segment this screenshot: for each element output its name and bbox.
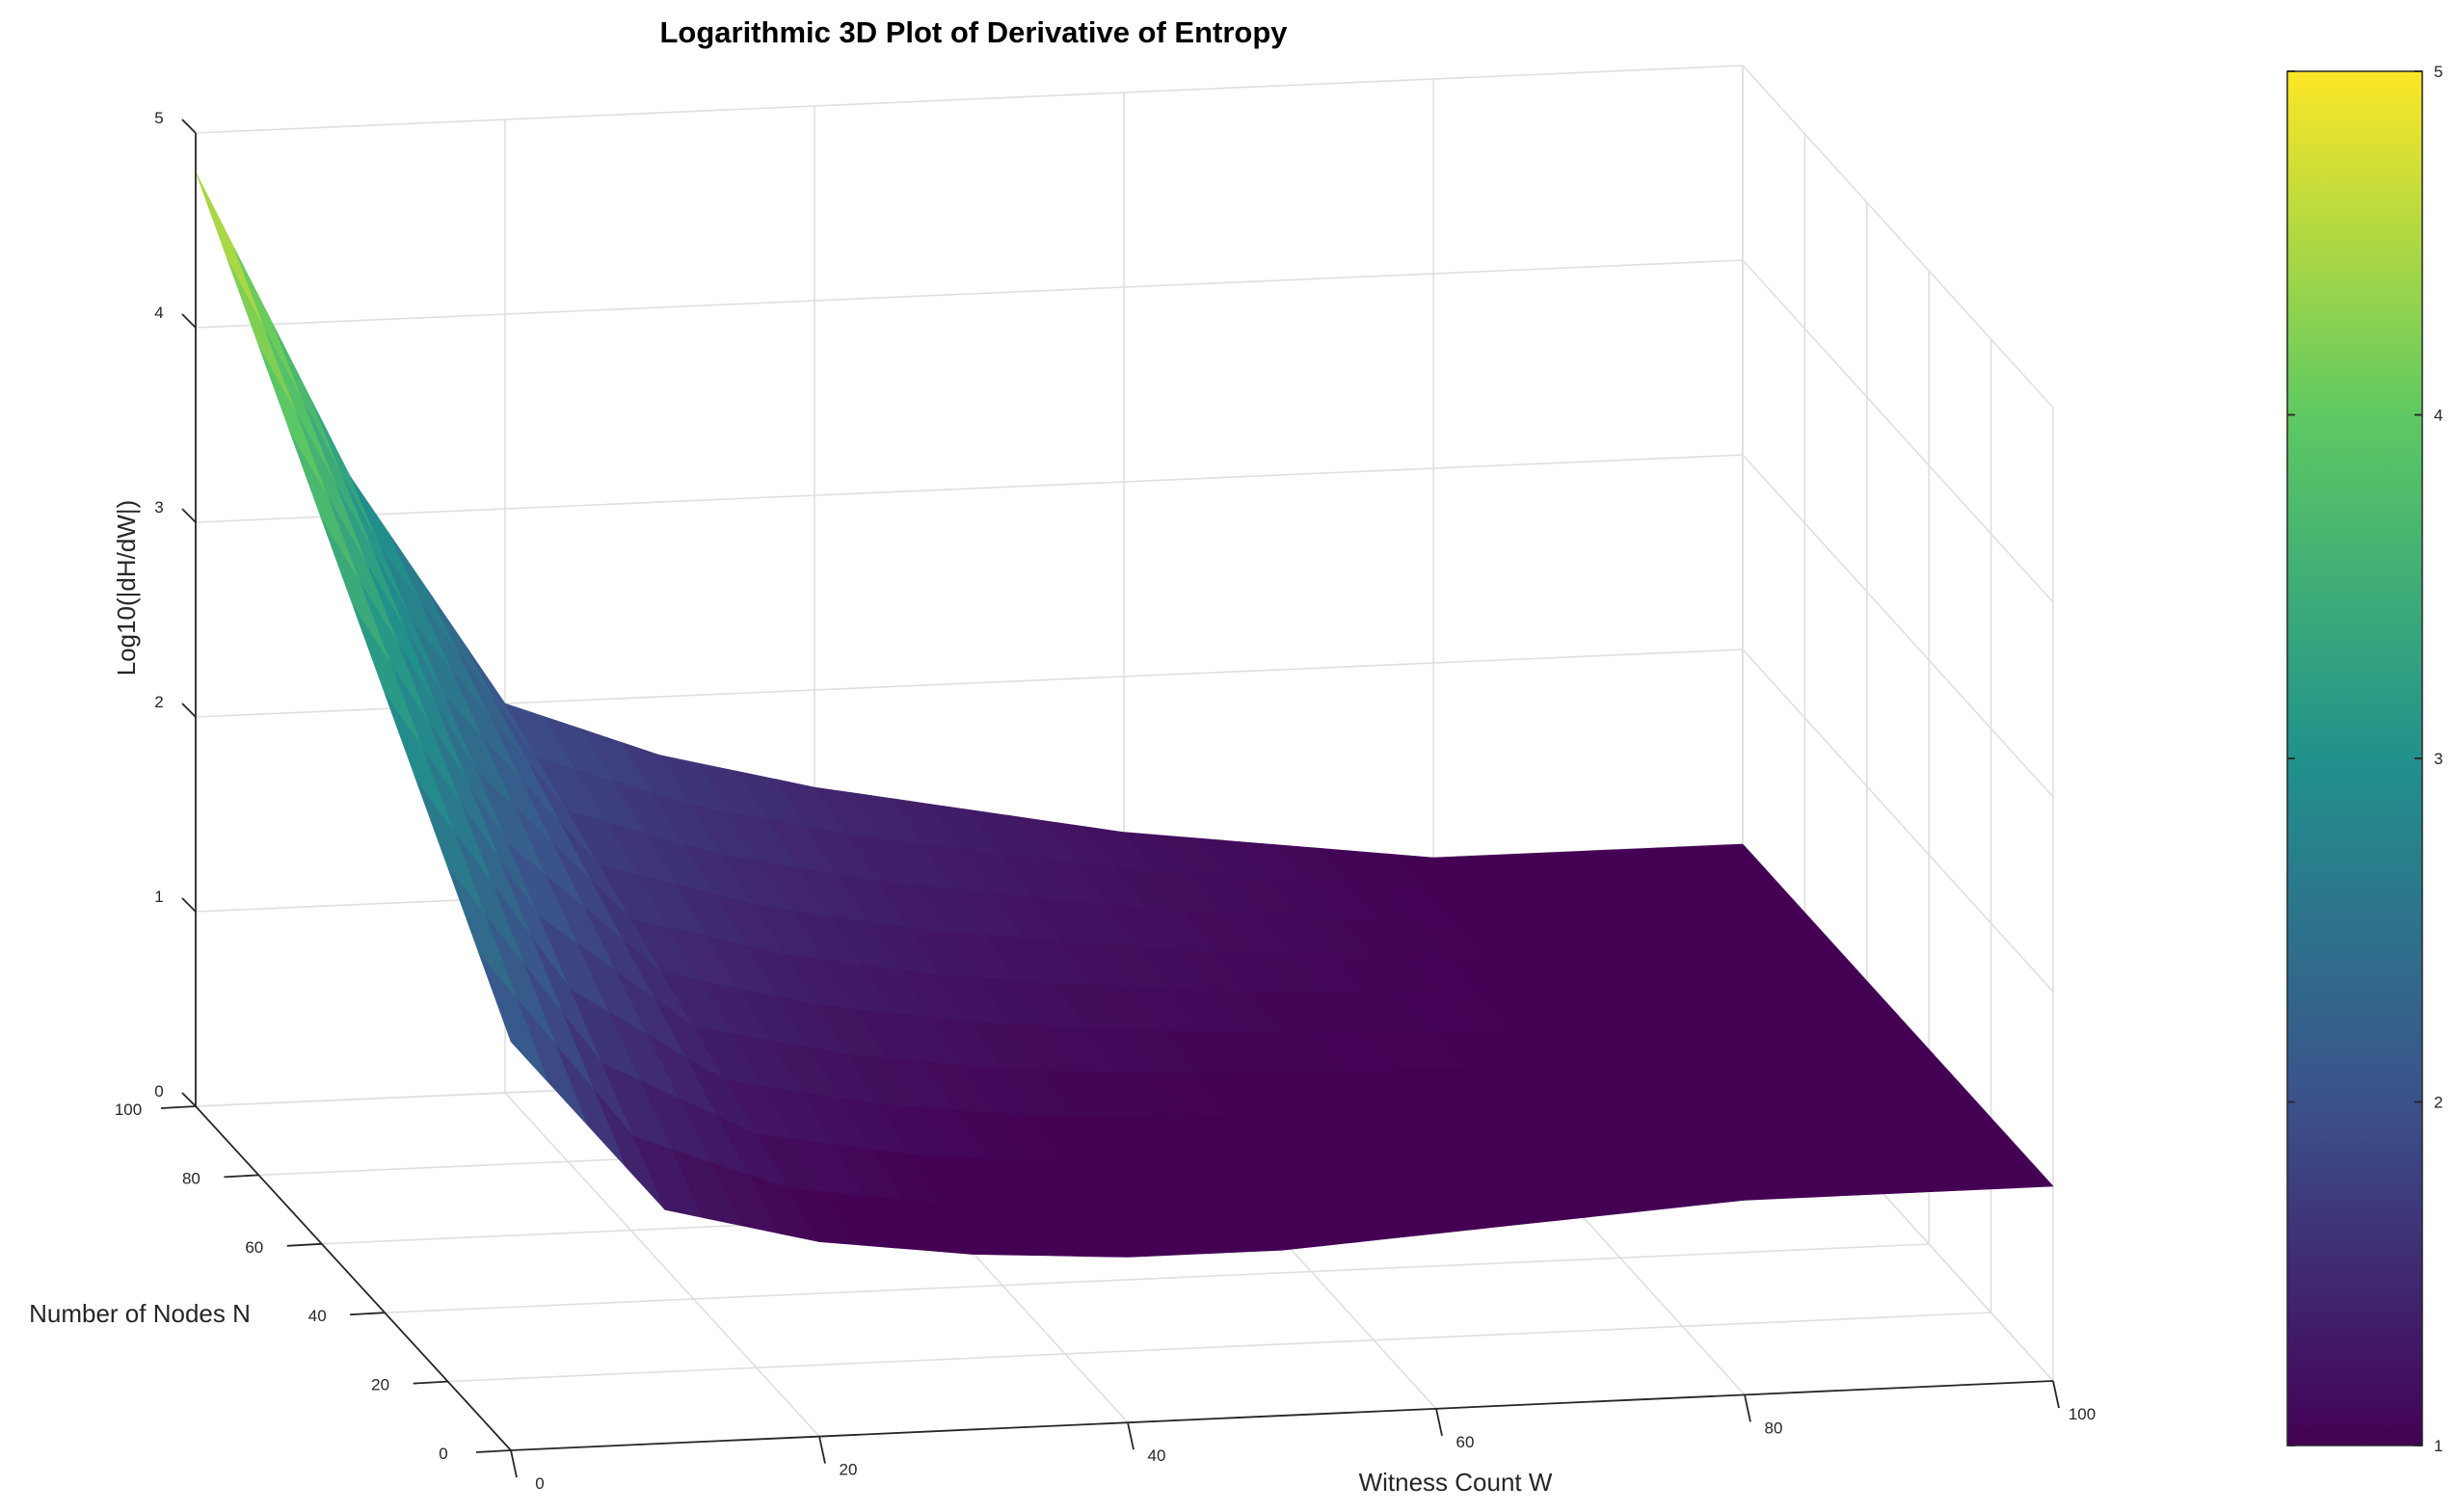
y-tick-mark bbox=[286, 1242, 322, 1247]
z-tick-label: 1 bbox=[154, 888, 163, 906]
x-tick-mark bbox=[818, 1436, 826, 1464]
y-tick-label: 80 bbox=[182, 1169, 200, 1187]
colorbar-tick-label: 1 bbox=[2434, 1437, 2443, 1455]
x-tick-label: 100 bbox=[2069, 1405, 2096, 1423]
grid-line bbox=[195, 65, 1744, 134]
z-tick-label: 5 bbox=[154, 109, 163, 127]
y-tick-label: 100 bbox=[115, 1101, 142, 1119]
y-tick-mark bbox=[475, 1449, 512, 1453]
x-tick-mark bbox=[510, 1449, 518, 1478]
colorbar-gradient bbox=[2286, 70, 2423, 1446]
z-tick-mark bbox=[181, 508, 197, 523]
x-tick-label: 0 bbox=[535, 1474, 544, 1493]
z-tick-label: 3 bbox=[154, 498, 163, 517]
grid-line bbox=[1742, 65, 2054, 409]
axes-lines bbox=[195, 133, 2054, 1451]
grid-line bbox=[504, 1092, 820, 1438]
grid-line bbox=[447, 1312, 1991, 1383]
colorbar-tick-label: 2 bbox=[2434, 1094, 2443, 1112]
z-tick-label: 2 bbox=[154, 693, 163, 711]
grid-line bbox=[1742, 259, 2054, 603]
surface-patch bbox=[1983, 1152, 2054, 1189]
z-tick-mark bbox=[181, 313, 197, 329]
y-tick-mark bbox=[413, 1380, 448, 1385]
colorbar: 1 2 3 4 5 bbox=[2286, 63, 2443, 1455]
y-tick-mark bbox=[160, 1105, 197, 1109]
grid-line bbox=[385, 1243, 1930, 1313]
y-tick-label: 60 bbox=[245, 1238, 263, 1257]
x-tick-label: 80 bbox=[1765, 1419, 1783, 1437]
grid-line bbox=[1742, 454, 2054, 798]
z-tick-mark bbox=[181, 897, 197, 913]
y-tick-label: 40 bbox=[308, 1307, 327, 1325]
chart-title: Logarithmic 3D Plot of Derivative of Ent… bbox=[659, 15, 1288, 49]
y-tick-mark bbox=[224, 1174, 259, 1179]
x-axis-label: Witness Count W bbox=[1359, 1468, 1553, 1497]
x-tick-label: 40 bbox=[1148, 1446, 1166, 1465]
grid-line bbox=[195, 259, 1744, 329]
y-axis-label: Number of Nodes N bbox=[29, 1299, 251, 1328]
y-tick-label: 20 bbox=[371, 1376, 389, 1394]
entropy-derivative-surface bbox=[195, 172, 2054, 1258]
x-axis-line bbox=[510, 1380, 2054, 1451]
z-tick-mark bbox=[181, 119, 197, 134]
grid-line bbox=[195, 454, 1744, 523]
z-axis-ticks: 0 1 2 3 4 5 bbox=[154, 109, 197, 1107]
x-tick-mark bbox=[2052, 1380, 2060, 1409]
colorbar-tick-label: 4 bbox=[2434, 407, 2443, 425]
x-tick-mark bbox=[1744, 1394, 1751, 1422]
z-tick-mark bbox=[181, 703, 197, 718]
colorbar-tick-label: 3 bbox=[2434, 750, 2443, 768]
z-tick-label: 4 bbox=[154, 304, 163, 322]
x-tick-label: 60 bbox=[1456, 1433, 1475, 1451]
x-axis-ticks: 0 20 40 60 80 100 bbox=[510, 1380, 2096, 1493]
grid-line bbox=[1742, 649, 2054, 993]
y-tick-mark bbox=[350, 1312, 386, 1316]
z-tick-label: 0 bbox=[154, 1082, 163, 1101]
y-axis-ticks: 0 20 40 60 80 100 bbox=[115, 1101, 512, 1463]
x-tick-mark bbox=[1127, 1422, 1135, 1450]
y-axis-line bbox=[195, 1105, 512, 1451]
x-tick-mark bbox=[1435, 1408, 1443, 1436]
y-tick-label: 0 bbox=[439, 1445, 447, 1463]
colorbar-tick-label: 5 bbox=[2434, 63, 2443, 81]
x-tick-label: 20 bbox=[840, 1461, 858, 1479]
surface-patch bbox=[195, 172, 267, 332]
surface-patch bbox=[227, 258, 298, 415]
z-axis-label: Log10(|dH/dW|) bbox=[112, 500, 141, 676]
z-tick-mark bbox=[181, 1092, 197, 1107]
